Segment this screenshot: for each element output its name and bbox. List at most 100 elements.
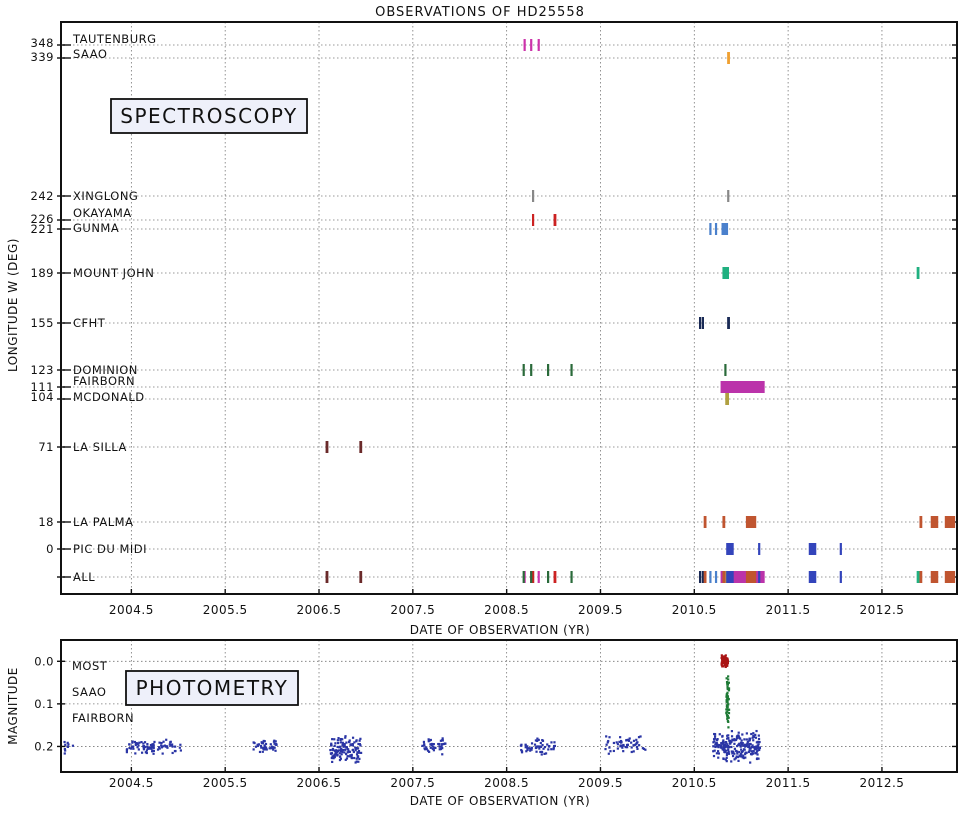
photometry-xtick-label: 2006.5	[297, 776, 342, 790]
photometry-point-fairborn-3-24	[264, 746, 268, 749]
spectroscopy-ytick-label: 111	[31, 380, 54, 394]
photometry-point-fairborn-8-176	[728, 739, 731, 742]
observation-bar-la-palma-1	[722, 516, 726, 528]
photometry-point-fairborn-3-28	[252, 748, 255, 751]
photometry-point-saao-0-33	[727, 697, 730, 701]
photometry-point-fairborn-8-222	[733, 739, 736, 742]
photometry-point-most-0-75	[720, 662, 723, 666]
photometry-point-fairborn-4-87	[346, 755, 349, 758]
photometry-point-fairborn-7-53	[607, 752, 610, 755]
observation-bar-dominion-3	[570, 364, 573, 376]
photometry-point-fairborn-5-24	[442, 742, 445, 746]
observation-bar-all-30	[944, 571, 956, 583]
photometry-point-fairborn-8-122	[753, 735, 756, 739]
photometry-point-fairborn-4-126	[345, 741, 348, 744]
spectroscopy-ytick-label: 221	[31, 222, 54, 236]
photometry-point-fairborn-4-109	[355, 753, 359, 756]
photometry-point-fairborn-8-157	[737, 731, 740, 734]
photometry-point-fairborn-8-218	[731, 739, 734, 742]
photometry-point-fairborn-5-38	[429, 743, 432, 746]
observation-bar-all-31	[726, 571, 734, 583]
photometry-point-fairborn-4-92	[349, 755, 353, 758]
photometry-point-fairborn-8-3	[724, 758, 727, 761]
photometry-frame	[60, 639, 958, 773]
photometry-point-fairborn-8-196	[713, 749, 716, 752]
photometry-point-fairborn-8-108	[712, 754, 716, 758]
photometry-point-fairborn-4-81	[340, 753, 343, 756]
photometry-point-fairborn-6-12	[539, 750, 542, 754]
observation-bar-la-palma-3	[919, 516, 923, 528]
photometry-point-fairborn-8-197	[717, 752, 720, 755]
photometry-point-fairborn-6-11	[526, 747, 529, 750]
photometry-point-fairborn-7-2	[616, 747, 619, 750]
photometry-point-fairborn-1-22	[146, 742, 149, 746]
photometry-point-fairborn-2-5	[160, 746, 163, 749]
photometry-point-fairborn-2-18	[163, 744, 166, 747]
photometry-point-fairborn-8-229	[745, 732, 748, 735]
photometry-point-fairborn-6-36	[529, 749, 532, 752]
photometry-point-fairborn-3-37	[274, 743, 277, 746]
photometry-point-fairborn-8-118	[713, 740, 716, 743]
photometry-point-saao-0-27	[726, 706, 729, 709]
photometry-point-fairborn-4-76	[334, 752, 338, 755]
photometry-point-fairborn-8-148	[750, 753, 753, 756]
photometry-point-fairborn-3-21	[258, 750, 262, 754]
photometry-point-fairborn-1-0	[134, 752, 137, 755]
photometry-point-fairborn-7-37	[625, 738, 628, 742]
photometry-point-saao-0-54	[726, 696, 729, 699]
spectroscopy-ytick-label: 0	[46, 542, 54, 556]
photometry-point-fairborn-3-2	[268, 747, 271, 750]
photometry-point-fairborn-2-2	[166, 746, 169, 749]
photometry-point-fairborn-2-24	[165, 745, 169, 748]
photometry-point-fairborn-8-208	[748, 749, 751, 752]
photometry-point-fairborn-5-26	[441, 743, 444, 746]
photometry-point-fairborn-3-29	[253, 741, 256, 745]
photometry-point-fairborn-2-17	[178, 746, 181, 749]
photometry-point-fairborn-5-37	[428, 750, 431, 753]
spectroscopy-ytick-label: 348	[31, 36, 54, 50]
photometry-point-fairborn-7-13	[632, 750, 635, 753]
photometry-point-saao-0-48	[726, 710, 729, 713]
photometry-point-fairborn-0-4	[66, 745, 69, 748]
photometry-point-fairborn-6-26	[543, 752, 546, 755]
observation-bar-all-24	[359, 571, 363, 583]
photometry-point-fairborn-7-35	[619, 741, 623, 744]
photometry-point-fairborn-5-21	[443, 742, 447, 745]
photometry-point-fairborn-7-11	[641, 747, 644, 750]
photometry-point-fairborn-5-27	[429, 746, 432, 749]
spectroscopy-xtick-label: 2005.5	[203, 603, 248, 617]
photometry-point-fairborn-8-139	[758, 740, 761, 744]
spectroscopy-ytick-label: 18	[38, 515, 54, 529]
photometry-point-fairborn-2-10	[160, 744, 163, 747]
photometry-point-fairborn-0-1	[67, 743, 70, 746]
photometry-point-fairborn-3-16	[270, 745, 274, 748]
photometry-xtick-label: 2012.5	[859, 776, 904, 790]
photometry-point-fairborn-2-27	[169, 740, 172, 743]
photometry-point-fairborn-7-24	[635, 738, 638, 741]
photometry-point-fairborn-6-19	[542, 747, 545, 750]
photometry-ytick-label: 0.0	[34, 654, 54, 668]
photometry-point-fairborn-4-93	[346, 748, 349, 751]
photometry-point-fairborn-4-110	[344, 748, 347, 751]
photometry-point-fairborn-4-120	[332, 749, 335, 752]
photometry-point-fairborn-4-79	[333, 744, 336, 748]
photometry-point-fairborn-8-68	[750, 732, 753, 736]
photometry-point-fairborn-3-23	[265, 748, 268, 751]
photometry-point-fairborn-7-40	[618, 740, 621, 743]
photometry-point-fairborn-8-109	[744, 751, 747, 754]
photometry-point-fairborn-2-11	[168, 743, 171, 746]
observation-bar-tautenburg-0	[523, 39, 526, 51]
photometry-point-saao-0-12	[726, 691, 729, 694]
photometry-point-fairborn-4-124	[339, 757, 342, 760]
photometry-point-saao-0-52	[727, 712, 731, 715]
photometry-point-fairborn-4-119	[336, 749, 340, 753]
photometry-point-fairborn-6-33	[526, 748, 529, 752]
photometry-point-fairborn-4-60	[358, 743, 361, 746]
photometry-point-fairborn-6-47	[536, 739, 539, 743]
photometry-point-fairborn-2-8	[161, 752, 164, 755]
photometry-point-fairborn-8-205	[756, 740, 759, 743]
photometry-point-fairborn-6-54	[541, 739, 545, 742]
photometry-point-fairborn-5-23	[441, 737, 444, 740]
photometry-point-fairborn-8-187	[715, 738, 719, 742]
